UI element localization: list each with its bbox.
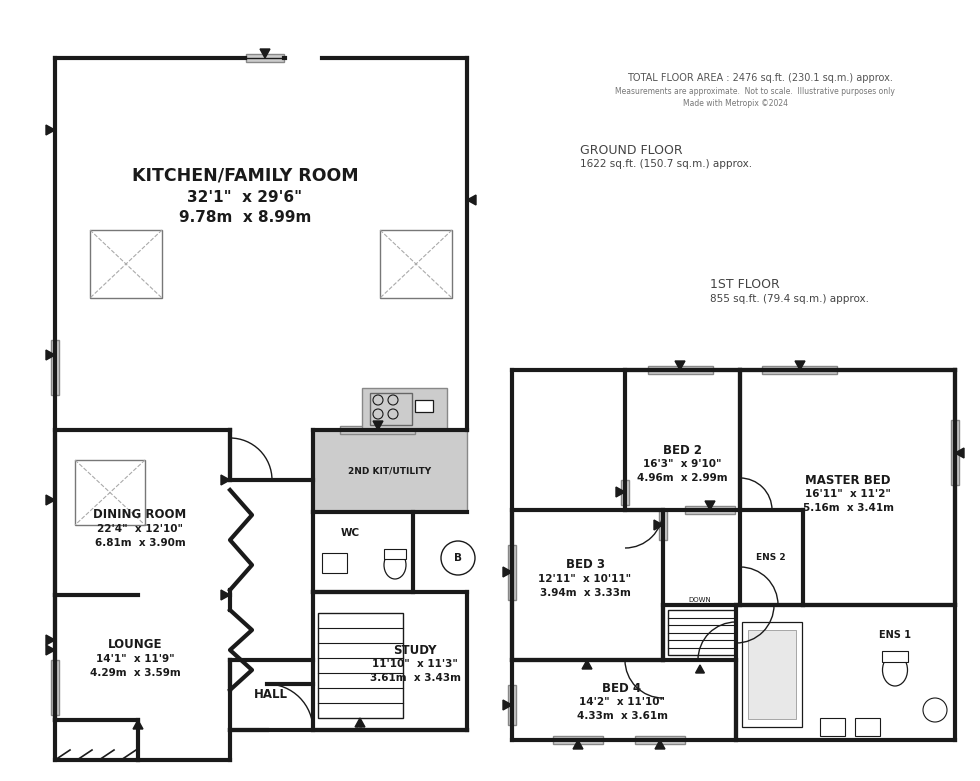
Text: ENS 1: ENS 1 (879, 630, 911, 640)
Text: 4.96m  x 2.99m: 4.96m x 2.99m (637, 473, 727, 483)
Bar (855, 718, 880, 736)
Text: UP: UP (356, 724, 365, 730)
Polygon shape (46, 645, 55, 655)
Bar (685, 506, 735, 514)
Polygon shape (46, 635, 55, 645)
Text: Made with Metropix ©2024: Made with Metropix ©2024 (682, 99, 788, 109)
Text: KITCHEN/FAMILY ROOM: KITCHEN/FAMILY ROOM (131, 166, 359, 184)
Bar (51, 340, 59, 395)
Text: 12'11"  x 10'11": 12'11" x 10'11" (538, 574, 631, 584)
Bar (553, 736, 603, 744)
Text: ENS 2: ENS 2 (757, 552, 786, 562)
Text: 4.29m  x 3.59m: 4.29m x 3.59m (89, 668, 180, 678)
Polygon shape (355, 718, 365, 727)
Text: MASTER BED: MASTER BED (806, 473, 891, 487)
Polygon shape (696, 665, 705, 673)
Text: LOUNGE: LOUNGE (108, 639, 163, 651)
Text: 16'3"  x 9'10": 16'3" x 9'10" (643, 459, 721, 469)
Bar (882, 651, 908, 662)
Text: 14'1"  x 11'9": 14'1" x 11'9" (96, 654, 174, 664)
Text: 4.33m  x 3.61m: 4.33m x 3.61m (576, 711, 667, 721)
Text: TOTAL FLOOR AREA : 2476 sq.ft. (230.1 sq.m.) approx.: TOTAL FLOOR AREA : 2476 sq.ft. (230.1 sq… (627, 73, 893, 83)
Text: 3.94m  x 3.33m: 3.94m x 3.33m (540, 588, 630, 598)
Text: STUDY: STUDY (393, 644, 437, 657)
Text: BED 4: BED 4 (603, 682, 642, 694)
Polygon shape (503, 700, 512, 710)
Polygon shape (955, 448, 964, 458)
Bar (635, 736, 685, 744)
Text: 22'4"  x 12'10": 22'4" x 12'10" (97, 524, 183, 534)
Bar (75, 460, 145, 525)
Bar (742, 622, 802, 727)
Bar (318, 613, 403, 718)
Text: 9.78m  x 8.99m: 9.78m x 8.99m (178, 211, 312, 226)
Text: 3.61m  x 3.43m: 3.61m x 3.43m (369, 673, 461, 683)
Text: BED 2: BED 2 (662, 444, 702, 457)
Bar (313, 430, 467, 512)
Polygon shape (675, 361, 685, 370)
Text: 16'11"  x 11'2": 16'11" x 11'2" (805, 489, 891, 499)
Bar (659, 510, 667, 540)
Bar (340, 426, 415, 434)
Bar (380, 230, 452, 298)
Circle shape (923, 698, 947, 722)
Polygon shape (46, 125, 55, 135)
Bar (90, 230, 162, 298)
Polygon shape (221, 475, 230, 485)
Polygon shape (616, 487, 625, 497)
Text: 6.81m  x 3.90m: 6.81m x 3.90m (95, 538, 185, 548)
Ellipse shape (384, 551, 406, 579)
Text: 14'2"  x 11'10": 14'2" x 11'10" (579, 697, 665, 707)
Text: 11'10"  x 11'3": 11'10" x 11'3" (372, 659, 458, 669)
Text: Measurements are approximate.  Not to scale.  Illustrative purposes only: Measurements are approximate. Not to sca… (615, 87, 895, 97)
Text: 1622 sq.ft. (150.7 sq.m.) approx.: 1622 sq.ft. (150.7 sq.m.) approx. (580, 159, 752, 169)
Text: 855 sq.ft. (79.4 sq.m.) approx.: 855 sq.ft. (79.4 sq.m.) approx. (710, 294, 869, 304)
Polygon shape (705, 501, 715, 510)
Bar (362, 388, 447, 430)
Bar (51, 660, 59, 715)
Text: 5.16m  x 3.41m: 5.16m x 3.41m (803, 503, 894, 513)
Text: WC: WC (340, 528, 360, 538)
Polygon shape (573, 740, 583, 749)
Polygon shape (654, 520, 663, 530)
Polygon shape (260, 49, 270, 58)
Polygon shape (467, 195, 476, 205)
Polygon shape (655, 740, 665, 749)
Polygon shape (221, 590, 230, 600)
Polygon shape (503, 567, 512, 577)
Text: GROUND FLOOR: GROUND FLOOR (580, 144, 683, 156)
Bar (246, 54, 284, 62)
Text: HALL: HALL (254, 689, 288, 701)
Bar (621, 480, 629, 505)
Polygon shape (373, 421, 383, 430)
Bar (951, 420, 959, 485)
Bar (384, 549, 406, 559)
Bar (762, 366, 837, 374)
Text: 32'1"  x 29'6": 32'1" x 29'6" (187, 190, 303, 205)
Text: B: B (454, 553, 462, 563)
Circle shape (441, 541, 475, 575)
Text: BED 3: BED 3 (565, 558, 605, 572)
Polygon shape (582, 660, 592, 669)
Polygon shape (46, 350, 55, 360)
Text: DINING ROOM: DINING ROOM (93, 508, 186, 522)
Text: 1ST FLOOR: 1ST FLOOR (710, 279, 780, 291)
Bar (415, 400, 433, 412)
Bar (508, 545, 516, 600)
Text: 2ND KIT/UTILITY: 2ND KIT/UTILITY (349, 466, 431, 476)
Bar (748, 630, 796, 719)
Text: DOWN: DOWN (689, 597, 711, 603)
Polygon shape (46, 495, 55, 505)
Bar (820, 718, 845, 736)
Bar (668, 610, 735, 655)
Bar (370, 393, 412, 425)
Ellipse shape (883, 654, 907, 686)
Bar (648, 366, 713, 374)
Bar (508, 685, 516, 725)
Polygon shape (133, 720, 143, 729)
Polygon shape (795, 361, 805, 370)
Bar (322, 553, 347, 573)
